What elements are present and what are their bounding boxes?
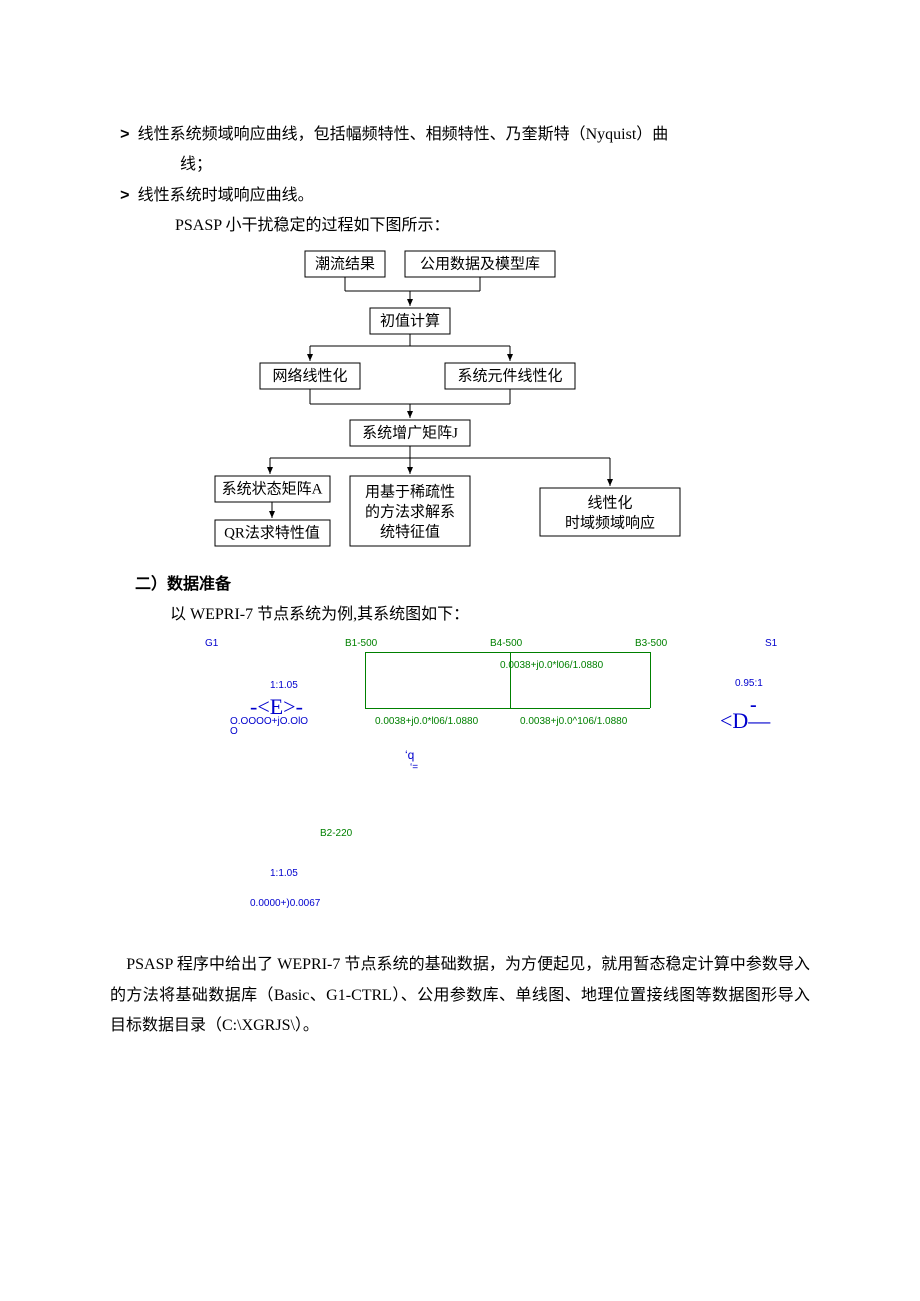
q-sub: ‘= (410, 758, 418, 777)
bullet-marker: > (120, 181, 130, 211)
label-b1: B1-500 (345, 634, 377, 653)
label-b4: B4-500 (490, 634, 522, 653)
bullet-1: > 线性系统频域响应曲线，包括幅频特性、相频特性、乃奎斯特（Nyquist）曲 (120, 120, 820, 150)
d-symbol: <D— (720, 700, 770, 742)
flowchart: 潮流结果 公用数据及模型库 初值计算 网络线性化 系统元件线性化 系统增广矩阵J… (100, 246, 820, 566)
left-imp2: O (230, 722, 238, 741)
fc-node: 网络线性化 (272, 367, 347, 384)
mid-imp2: 0.0038+j0.0^106/1.0880 (520, 712, 627, 731)
bullet-marker: > (120, 120, 130, 150)
paragraph-text: PSASP 程序中给出了 WEPRI-7 节点系统的基础数据，为方便起见，就用暂… (110, 956, 810, 1034)
bullet-text: 线性系统时域响应曲线。 (138, 181, 820, 211)
fc-node: 潮流结果 (315, 255, 375, 272)
psasp-intro: PSASP 小干扰稳定的过程如下图所示： (175, 211, 820, 241)
bullet-2: > 线性系统时域响应曲线。 (120, 181, 820, 211)
ratio-bot: 1:1.05 (270, 864, 298, 883)
fc-node: 系统状态矩阵A (222, 480, 323, 497)
paragraph: PSASP 程序中给出了 WEPRI-7 节点系统的基础数据，为方便起见，就用暂… (110, 950, 810, 1041)
label-s1: S1 (765, 634, 777, 653)
fc-node: 线性化 (587, 494, 632, 511)
label-g1: G1 (205, 634, 218, 653)
example-line: 以 WEPRI-7 节点系统为例,其系统图如下： (170, 600, 820, 630)
fc-node: 公用数据及模型库 (420, 255, 540, 272)
top-impedance: 0.0038+j0.0*l06/1.0880 (500, 656, 603, 675)
bullet-1-cont: 线； (180, 150, 820, 180)
fc-node: 的方法求解系 (365, 503, 455, 520)
section-head: 二）数据准备 (135, 570, 820, 600)
left-imp1: O.OOOO+jO.OlO (230, 712, 308, 731)
fc-node: 统特征值 (380, 523, 440, 540)
ratio-right: 0.95:1 (735, 674, 763, 693)
mid-imp1: 0.0038+j0.0*l06/1.0880 (375, 712, 478, 731)
fc-node: 系统元件线性化 (457, 367, 562, 384)
fc-node: 系统增广矩阵J (362, 424, 458, 441)
fc-node: 用基于稀疏性 (365, 483, 455, 500)
fc-node: QR法求特性值 (224, 524, 320, 541)
label-b2: B2-220 (320, 824, 352, 843)
bullet-text: 线性系统频域响应曲线，包括幅频特性、相频特性、乃奎斯特（Nyquist）曲 (138, 120, 820, 150)
flowchart-svg: 潮流结果 公用数据及模型库 初值计算 网络线性化 系统元件线性化 系统增广矩阵J… (210, 246, 710, 566)
label-b3: B3-500 (635, 634, 667, 653)
circuit-diagram: G1 B1-500 B4-500 B3-500 S1 0.0038+j0.0*l… (210, 634, 810, 934)
bot-imp: 0.0000+)0.0067 (250, 894, 320, 913)
fc-node: 初值计算 (380, 311, 440, 329)
fc-node: 时域频域响应 (565, 513, 655, 531)
